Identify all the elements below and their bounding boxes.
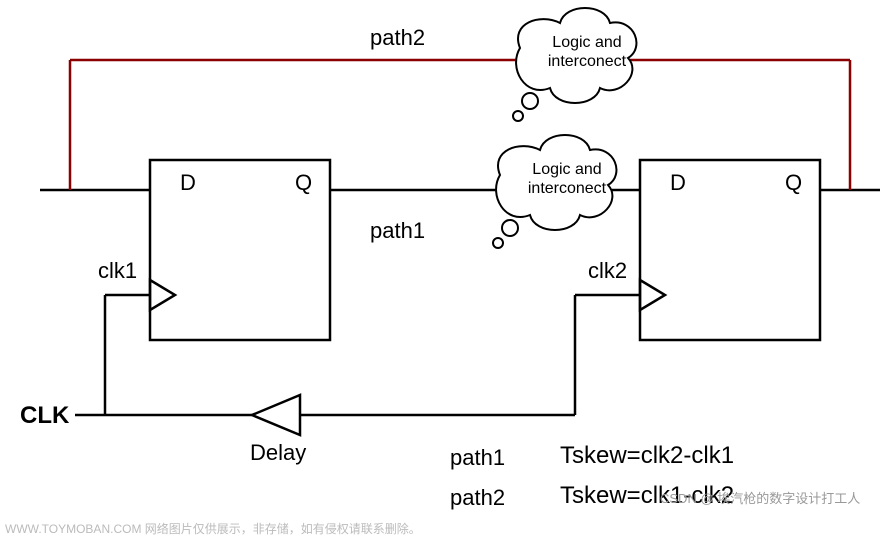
eq-path1-label: path1 xyxy=(450,445,505,471)
cloud1-text: Logic and interconect xyxy=(522,160,612,198)
path2-label: path2 xyxy=(370,25,425,51)
watermark-left: WWW.TOYMOBAN.COM 网络图片仅供展示，非存储，如有侵权请联系删除。 xyxy=(5,520,421,537)
ff1-clk-triangle xyxy=(150,280,175,310)
clk2-label: clk2 xyxy=(588,258,627,284)
ff2-clk-triangle xyxy=(640,280,665,310)
ff1-q-label: Q xyxy=(295,170,312,196)
clk1-label: clk1 xyxy=(98,258,137,284)
clk-source-label: CLK xyxy=(20,402,69,430)
ff2-d-label: D xyxy=(670,170,686,196)
eq1: Tskew=clk2-clk1 xyxy=(560,442,734,470)
delay-buffer xyxy=(252,395,300,435)
delay-label: Delay xyxy=(250,440,306,466)
watermark-right: CSDN @ 埃汽枪的数字设计打工人 xyxy=(660,488,860,507)
path1-label: path1 xyxy=(370,218,425,244)
ff2-q-label: Q xyxy=(785,170,802,196)
cloud2-text: Logic and interconect xyxy=(542,33,632,71)
eq-path2-label: path2 xyxy=(450,485,505,511)
ff1-d-label: D xyxy=(180,170,196,196)
